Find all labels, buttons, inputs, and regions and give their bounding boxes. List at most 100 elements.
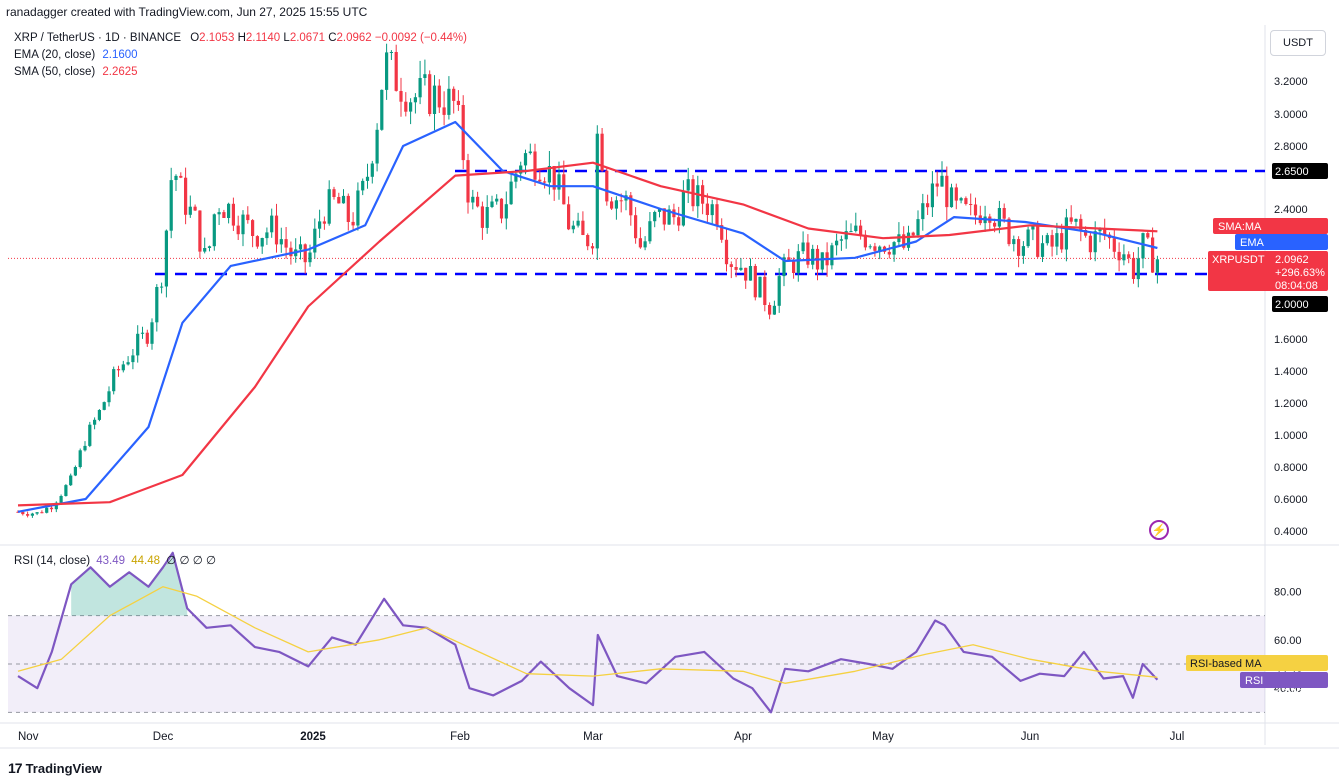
candle-body	[217, 212, 221, 215]
candle-body	[385, 52, 389, 90]
candle-body	[413, 97, 417, 103]
symbol-name: XRP / TetherUS · 1D · BINANCE	[14, 32, 182, 44]
candle-body	[1151, 237, 1155, 273]
candle-body	[428, 74, 432, 114]
candle-body	[394, 52, 398, 91]
candle-body	[969, 204, 973, 205]
candle-body	[777, 276, 781, 306]
candle-body	[648, 221, 652, 242]
candle-body	[916, 219, 920, 236]
candle-body	[595, 133, 599, 249]
candle-body	[657, 208, 662, 212]
candle-body	[54, 502, 58, 510]
candle-body	[662, 208, 666, 225]
candle-body	[308, 252, 312, 263]
candle-body	[902, 234, 906, 248]
ohlc-open: 2.1053	[199, 32, 235, 44]
candle-body	[265, 232, 269, 239]
candle-body	[380, 89, 384, 130]
price-tick-label: 0.6000	[1274, 494, 1308, 506]
rsi-band-fill	[8, 615, 1265, 713]
candle-body	[174, 175, 178, 180]
candle-body	[289, 247, 293, 257]
candle-body	[1040, 243, 1045, 257]
candle-body	[40, 512, 44, 514]
candle-body	[993, 222, 997, 227]
ema-tag-text: EMA	[1240, 237, 1265, 249]
candle-body	[1079, 218, 1083, 231]
candle-body	[1084, 230, 1088, 236]
candle-body	[1064, 217, 1068, 250]
rsi-legend-value: 43.49	[96, 555, 126, 567]
candle-body	[136, 333, 140, 356]
candle-body	[270, 215, 274, 233]
candle-body	[26, 514, 30, 516]
lightning-icon[interactable]: ⚡	[1149, 520, 1169, 540]
candle-body	[64, 485, 68, 496]
candle-body	[926, 203, 930, 208]
candle-body	[581, 220, 585, 235]
price-tick-label: 2.8000	[1274, 141, 1308, 153]
candle-body	[346, 195, 350, 222]
grid	[0, 25, 1339, 749]
axes: 3.2000 3.0000 2.8000 2.4000 1.6000 1.4000 1.20…	[18, 76, 1308, 743]
candle-body	[600, 133, 604, 171]
candle-body	[590, 246, 595, 249]
ohlc-change: −0.0092 (−0.44%)	[374, 32, 467, 44]
rsi-legend[interactable]: RSI (14, close) 43.49 44.48 ∅ ∅ ∅ ∅	[14, 553, 216, 567]
candle-body	[796, 251, 800, 273]
candle-body	[140, 332, 145, 334]
candle-body	[772, 305, 776, 315]
candle-body	[686, 179, 690, 191]
ema-legend[interactable]: EMA (20, close) 2.1600	[14, 49, 138, 61]
candle-body	[959, 198, 963, 201]
candle-body	[643, 241, 647, 248]
sma-tag-text: SMA:MA	[1218, 221, 1262, 233]
candle-body	[681, 190, 685, 226]
candle-body	[116, 369, 121, 371]
symbol-tag-text: XRPUSDT	[1212, 254, 1265, 266]
rsi-tag	[1240, 672, 1328, 688]
candle-body	[112, 369, 116, 392]
candle-body	[547, 166, 551, 183]
candle-body	[35, 512, 39, 514]
symbol-tag-text: 2.0962	[1275, 254, 1309, 266]
time-tick-label: 2025	[300, 731, 326, 743]
candle-body	[964, 198, 968, 204]
candle-body	[107, 391, 111, 403]
candle-body	[557, 174, 561, 190]
candle-body	[337, 197, 341, 204]
candle-body	[739, 267, 743, 270]
candle-body	[1055, 233, 1059, 247]
rsi-line	[17, 551, 1159, 714]
price-tick-label: 1.4000	[1274, 366, 1308, 378]
ohlc-low: 2.0671	[289, 32, 325, 44]
rsi-extra-2: ∅	[179, 555, 190, 567]
sma-legend[interactable]: SMA (50, close) 2.2625	[14, 66, 138, 78]
candle-body	[466, 160, 470, 203]
tradingview-brand[interactable]: 17 TradingView	[8, 760, 102, 776]
candle-body	[241, 214, 245, 235]
candle-body	[677, 217, 681, 226]
candle-body	[456, 100, 460, 105]
candle-body	[490, 201, 494, 207]
candle-body	[97, 410, 101, 420]
candle-body	[954, 187, 958, 201]
resistance-tag-text: 2.6500	[1275, 166, 1309, 178]
candle-body	[863, 234, 867, 248]
price-tick-label: 3.2000	[1274, 76, 1308, 88]
candle-body	[361, 180, 365, 191]
rsi-tag-text: 43.49	[1275, 687, 1303, 699]
candle-body	[509, 181, 513, 205]
candle-body	[332, 189, 336, 197]
candle-body	[21, 511, 25, 515]
candle-body	[873, 246, 877, 251]
rsi-ma-tag	[1186, 655, 1328, 671]
currency-button[interactable]: USDT	[1270, 30, 1326, 56]
symbol-legend[interactable]: XRP / TetherUS · 1D · BINANCE O2.1053 H2…	[14, 32, 467, 44]
candle-body	[471, 196, 475, 203]
candle-body	[1069, 217, 1073, 222]
symbol-tag-text: +296.63%	[1275, 267, 1325, 279]
ema-tag	[1235, 234, 1328, 250]
candle-body	[921, 203, 925, 220]
